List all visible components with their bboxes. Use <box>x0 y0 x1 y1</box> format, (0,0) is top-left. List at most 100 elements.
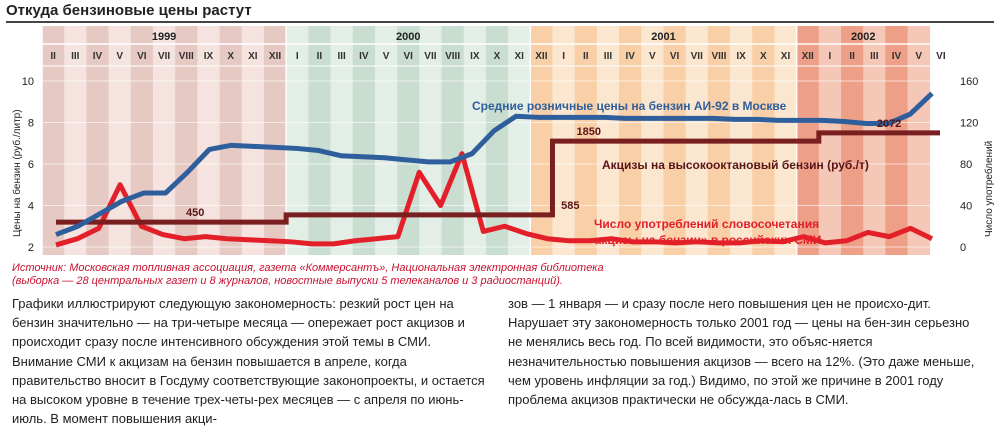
month-band <box>175 26 198 255</box>
year-label: 1999 <box>152 31 176 43</box>
year-label: 2001 <box>651 31 675 43</box>
month-band <box>841 26 864 255</box>
month-label: VIII <box>445 51 460 62</box>
month-label: I <box>829 51 832 62</box>
month-label: XII <box>269 51 281 62</box>
right-tick-label: 160 <box>960 76 978 88</box>
month-label: III <box>870 51 879 62</box>
left-axis-label: Цены на бензин (руб./литр) <box>11 109 23 237</box>
month-band <box>463 26 487 255</box>
month-band <box>152 26 176 255</box>
month-band <box>397 26 420 255</box>
mentions-series-line <box>55 151 934 248</box>
month-label: IX <box>736 51 746 62</box>
excise-value-label: 1850 <box>576 126 600 138</box>
month-label: V <box>383 51 390 62</box>
month-label: I <box>296 51 299 62</box>
month-label: IV <box>892 51 902 62</box>
month-band <box>374 26 398 255</box>
chart-title: Откуда бензиновые цены растут <box>6 2 252 19</box>
excise-value-label: 450 <box>186 207 204 219</box>
excise-step-line <box>56 130 940 225</box>
month-label: V <box>116 51 123 62</box>
month-label: VII <box>424 51 436 62</box>
month-label: III <box>604 51 613 62</box>
mentions-label-line2: «акцизы на бензин» в российских СМИ <box>588 233 821 247</box>
month-label: X <box>494 51 501 62</box>
month-band <box>818 26 842 255</box>
month-label: XI <box>248 51 258 62</box>
title-rule <box>6 21 994 23</box>
body-text-left: Графики иллюстрируют следующую закономер… <box>12 296 485 427</box>
month-label: IV <box>359 51 369 62</box>
month-band <box>441 26 465 255</box>
left-tick-label: 10 <box>22 76 34 88</box>
month-label: VI <box>403 51 413 62</box>
month-label: V <box>649 51 656 62</box>
month-label: VIII <box>179 51 194 62</box>
chart: 1999 2000 2001 2002 II III IV V VI VII VIII IX X XI X… <box>11 26 995 255</box>
month-label: II <box>849 51 855 62</box>
month-band <box>530 26 553 255</box>
month-band <box>352 26 376 255</box>
year-label: 2002 <box>851 31 875 43</box>
month-label: IV <box>625 51 635 62</box>
month-band <box>263 26 287 255</box>
month-label: II <box>583 51 589 62</box>
source-note: Источник: Московская топливная ассоциаци… <box>12 262 604 287</box>
month-band <box>863 26 886 255</box>
month-band <box>907 26 931 255</box>
left-tick-label: 4 <box>28 201 34 213</box>
mentions-label-line1: Число употреблений словосочетания <box>594 217 819 231</box>
month-label: XI <box>781 51 791 62</box>
month-label: V <box>915 51 922 62</box>
price-series-label: Средние розничные цены на бензин АИ-92 в… <box>472 99 787 113</box>
month-band <box>241 26 265 255</box>
right-axis-label: Число употреблений <box>983 141 995 237</box>
month-label: III <box>71 51 80 62</box>
right-tick-label: 0 <box>960 242 966 254</box>
month-band <box>64 26 87 255</box>
month-label: XI <box>514 51 524 62</box>
month-label: IX <box>204 51 214 62</box>
month-band <box>330 26 354 255</box>
month-band <box>219 26 243 255</box>
right-tick-label: 80 <box>960 159 972 171</box>
excise-value-label: 2072 <box>877 118 901 130</box>
month-label: IV <box>93 51 103 62</box>
left-tick-label: 6 <box>28 159 34 171</box>
month-band <box>508 26 531 255</box>
month-label: VII <box>158 51 170 62</box>
left-tick-label: 8 <box>28 118 34 130</box>
month-band <box>885 26 908 255</box>
excise-series-label: Акцизы на высокооктановый бензин (руб./т… <box>602 158 869 172</box>
year-label: 2000 <box>396 31 420 43</box>
month-label: VII <box>691 51 703 62</box>
month-label: VI <box>137 51 147 62</box>
month-label: I <box>562 51 565 62</box>
month-label: II <box>317 51 323 62</box>
month-band <box>308 26 331 255</box>
right-tick-label: 120 <box>960 118 978 130</box>
month-label: II <box>50 51 56 62</box>
excise-value-label: 585 <box>561 200 579 212</box>
month-band <box>42 26 65 255</box>
month-label: IX <box>470 51 480 62</box>
month-label: X <box>227 51 234 62</box>
month-label: XII <box>535 51 547 62</box>
month-band <box>485 26 509 255</box>
month-band <box>86 26 109 255</box>
month-label: XII <box>802 51 814 62</box>
price-series-line <box>55 91 934 237</box>
body-text-right: зов — 1 января — и сразу после него повы… <box>508 296 975 408</box>
month-label: VI <box>936 51 946 62</box>
left-tick-label: 2 <box>28 242 34 254</box>
month-label: III <box>337 51 346 62</box>
month-band <box>286 26 309 255</box>
month-label: VI <box>670 51 680 62</box>
right-tick-label: 40 <box>960 201 972 213</box>
month-label: X <box>760 51 767 62</box>
month-band <box>197 26 220 255</box>
month-label: VIII <box>711 51 726 62</box>
